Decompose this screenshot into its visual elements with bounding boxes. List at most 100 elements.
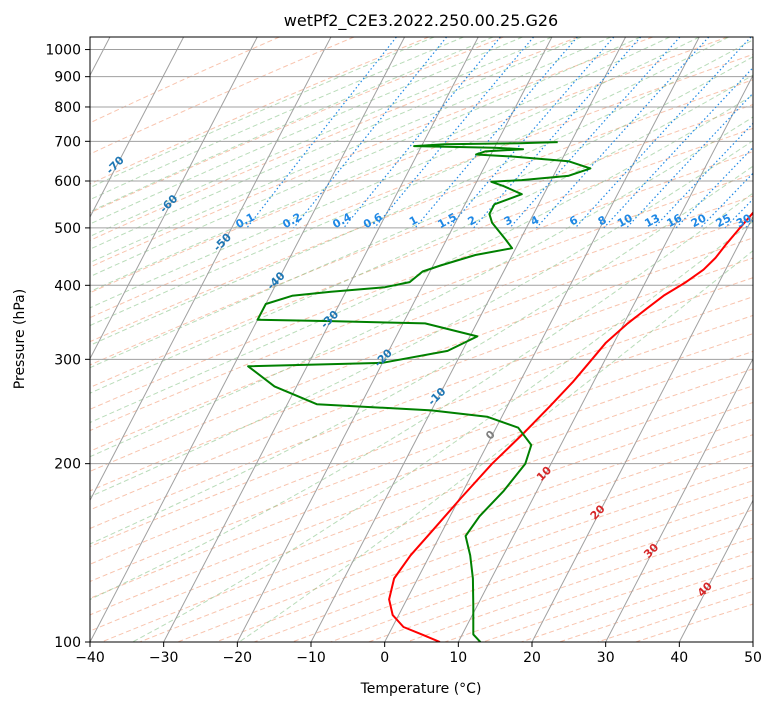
isotherm-label: -70 [104,153,127,176]
isotherm-label: -50 [211,231,234,254]
y-tick-label: 200 [54,457,81,473]
dry-adiabat-line [90,368,753,616]
mixing-ratio-label: 13 [642,211,662,230]
isotherm-line [310,37,627,642]
mixing-ratio-line [724,198,753,229]
mixing-ratio-line [675,146,753,229]
dry-adiabat-line [368,509,753,642]
mixing-ratio-line [473,37,642,229]
temperature-profile-line [388,211,753,642]
dry-adiabat-line [292,480,753,642]
mixing-ratio-label: 36 [755,211,775,230]
moist-adiabat-line [90,37,494,213]
moist-adiabat-line [90,165,753,545]
dry-adiabat-line [90,333,753,583]
moist-adiabat-line [90,37,612,264]
dewpoint-profile-line [247,141,592,642]
dry-adiabat-line [139,418,753,642]
moist-adiabat-line [90,37,523,225]
moist-adiabat-line [90,37,700,309]
x-tick-label: 30 [597,650,615,666]
dry-adiabat-line [90,385,753,632]
plot-frame [89,36,754,643]
dry-adiabat-line [101,401,753,642]
dry-adiabat-line [559,577,753,642]
axis-ticks: −40 −30 −20 −10 0 10 20 30 40 50 1000 900 800 700 600 5… [45,43,762,666]
isotherm-line [752,640,753,642]
mixing-ratio-label: 10 [615,211,635,230]
mixing-ratio-label: 16 [665,211,685,230]
moist-adiabat-line [90,116,753,458]
dry-adiabat-line [406,523,753,642]
y-axis-label: Pressure (hPa) [12,289,28,389]
dry-adiabat-line [90,350,753,599]
mixing-ratio-line [766,37,775,228]
dry-adiabat-line [90,37,429,185]
moist-adiabat-line [90,39,753,346]
moist-adiabat-line [90,37,435,189]
y-tick-label: 100 [54,635,81,651]
dry-adiabat-line [215,449,753,642]
isotherm-line [457,74,753,642]
dry-adiabat-line [90,296,753,548]
mixing-ratio-line [246,37,397,229]
moist-adiabat-line [90,94,753,424]
x-tick-label: 10 [449,650,467,666]
mixing-ratio-label: 3 [502,213,515,228]
isotherm-label: 30 [641,541,661,561]
mixing-ratio-line [293,37,448,229]
x-tick-label: 40 [670,650,688,666]
moist-adiabat-line [90,74,753,394]
isotherm-line [90,37,185,219]
isotherm-line [163,37,479,642]
isotherm-label: -20 [372,346,395,369]
moist-adiabat-line [90,140,753,498]
dry-adiabat-line [90,173,753,432]
dry-adiabat-line [90,104,753,366]
mixing-ratio-line [536,37,710,229]
isotherm-label: -90 [0,76,20,99]
mixing-ratio-line [509,37,681,229]
isotherm-line [605,357,753,642]
mixing-ratio-line [343,37,501,229]
moist-adiabat-line [131,220,753,642]
isotherm-line [678,499,753,642]
x-tick-label: 0 [380,650,389,666]
isotherm-line [531,215,753,642]
chart-title: wetPf2_C2E3.2022.250.00.25.G26 [284,11,558,31]
moist-adiabat-line [90,192,753,601]
moist-adiabat-line [90,37,671,293]
x-tick-label: 20 [523,650,541,666]
mixing-ratio-label: 25 [714,211,734,230]
dry-adiabat-line [90,151,753,410]
dry-adiabat-line [90,127,753,388]
isotherm-line [90,37,406,642]
y-tick-label: 1000 [45,43,81,59]
x-tick-label: 50 [744,650,762,666]
isotherm-line [236,37,553,642]
mixing-ratio-label: 30 [734,211,754,230]
mixing-ratio-label: 20 [689,211,709,230]
isotherm-line [384,37,700,642]
mixing-ratio-line [603,66,753,229]
y-tick-label: 300 [54,352,81,368]
mixing-ratio-line [574,37,752,229]
mixing-ratio-line [626,92,753,229]
dry-adiabat-line [90,37,579,241]
dry-adiabat-line [90,37,653,268]
isotherm-label: 10 [534,464,554,484]
moist-adiabat-line [90,37,553,237]
x-tick-label: −20 [223,650,253,666]
dry-adiabat-line [90,37,504,214]
mixing-ratio-line [374,37,535,229]
x-tick-label: −10 [296,650,326,666]
moist-adiabat-line [90,56,753,369]
isotherm-line [90,37,258,360]
mixing-ratio-label: 6 [567,213,580,228]
mixing-ratio-line [653,122,753,229]
moist-adiabat-line [238,250,753,642]
moist-adiabat-line [90,37,464,201]
y-tick-label: 500 [54,221,81,237]
x-tick-label: −30 [149,650,179,666]
